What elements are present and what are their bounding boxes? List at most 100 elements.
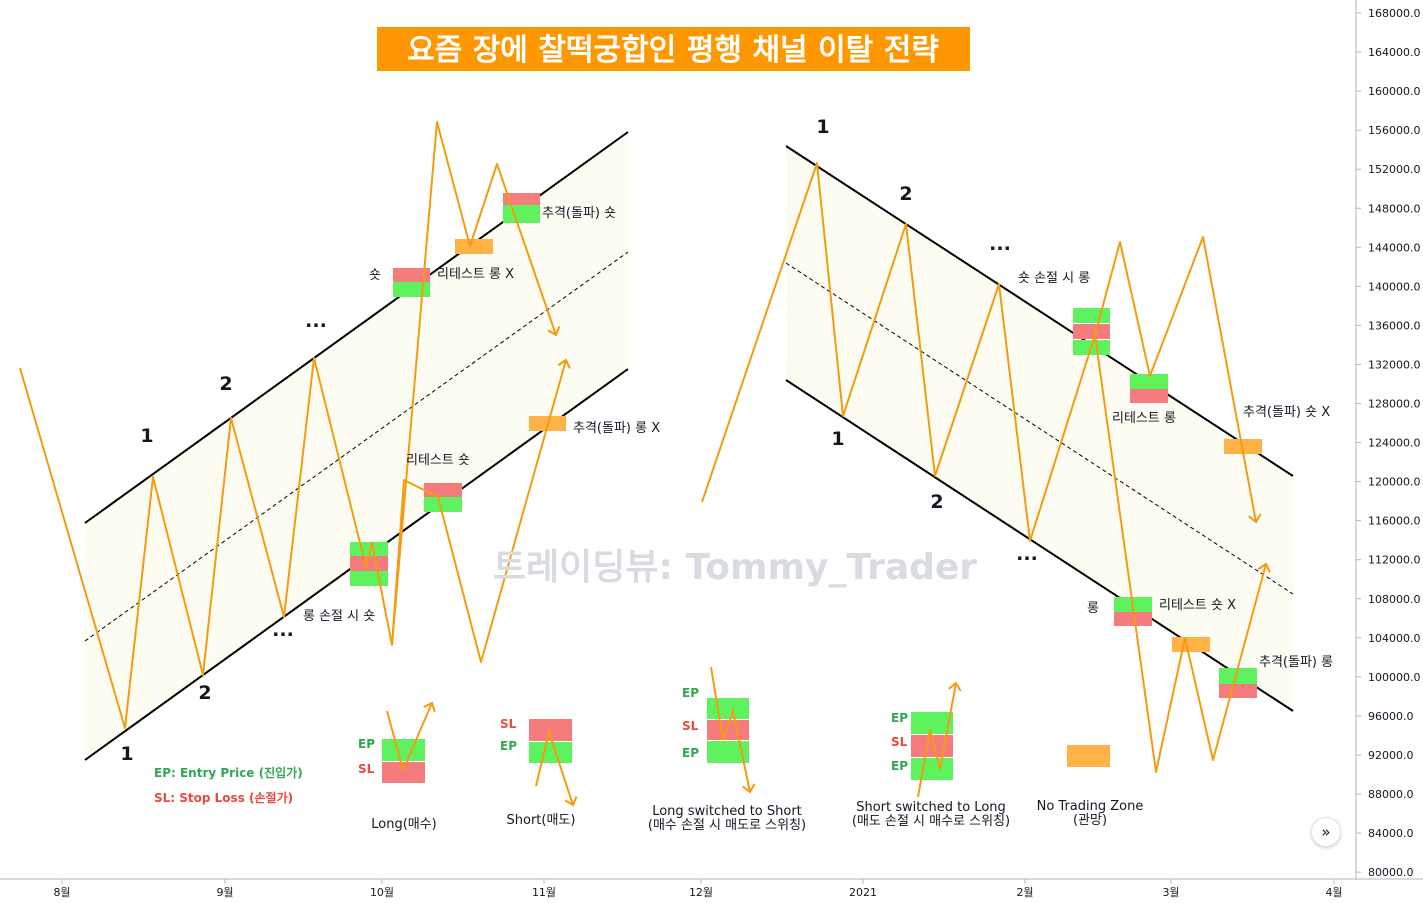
left-lower-touch-1: 1 xyxy=(120,743,133,765)
right-retest-long-box-r xyxy=(1130,389,1168,403)
legend-long-ep-box xyxy=(382,739,425,761)
legend-short-sl-box xyxy=(529,719,572,741)
legend-long-example: EP SL Long(매수) xyxy=(358,701,437,832)
right-lower-touch-2: 2 xyxy=(930,491,943,513)
legend-short-ep: EP xyxy=(500,739,517,753)
legend-stl-arrow xyxy=(917,681,962,798)
time-axis-tick-label: 3월 xyxy=(1162,886,1179,899)
legend-short-arrow xyxy=(535,728,578,807)
right-annot-retest-long: 리테스트 롱 xyxy=(1112,411,1176,426)
price-axis-tick-label: 132000.0 xyxy=(1368,358,1421,371)
left-chase-short-box-red xyxy=(503,193,540,205)
right-boxes xyxy=(1073,308,1262,698)
left-price-path xyxy=(19,121,561,729)
left-annot-short: 숏 xyxy=(369,268,381,283)
right-annot-retest-short-x: 리테스트 숏 X xyxy=(1159,598,1236,613)
price-axis-tick-label: 156000.0 xyxy=(1368,124,1421,137)
legend-long-arrow xyxy=(386,701,436,774)
price-axis-tick-label: 124000.0 xyxy=(1368,437,1421,450)
legend-lts-ep1-box xyxy=(707,698,749,719)
legend-long-to-short-example: EP SL EP Long switched to Short (매수 손절 시… xyxy=(648,666,806,833)
legend-long-sl-box xyxy=(382,762,425,783)
time-axis-tick-label: 9월 xyxy=(216,886,233,899)
price-axis-tick-label: 96000.0 xyxy=(1368,710,1414,723)
time-axis-tick-label: 2021 xyxy=(849,886,877,899)
left-switch-box-r xyxy=(350,556,388,571)
right-lower-channel-line xyxy=(785,379,1294,712)
price-axis-tick-label: 164000.0 xyxy=(1368,46,1421,59)
right-annot-chase-short-x: 추격(돌파) 숏 X xyxy=(1243,405,1330,420)
price-axis-tick-label: 128000.0 xyxy=(1368,398,1421,411)
price-axis-tick-label: 104000.0 xyxy=(1368,632,1421,645)
price-axis-tick-label: 120000.0 xyxy=(1368,476,1421,489)
price-axis-tick-label: 100000.0 xyxy=(1368,671,1421,684)
left-retest-short-box-red xyxy=(424,483,462,497)
page-title: 요즘 장에 찰떡궁합인 평행 채널 이탈 전략 xyxy=(407,33,939,68)
time-axis[interactable]: 8월 9월 10월 11월 12월 2021 2월 3월 4월 xyxy=(53,879,1343,899)
price-axis-tick-label: 168000.0 xyxy=(1368,7,1421,20)
right-annot-short-stop-long: 숏 손절 시 롱 xyxy=(1018,271,1090,286)
left-annot-chase-long-x: 추격(돌파) 롱 X xyxy=(573,421,660,436)
right-upper-touch-1: 1 xyxy=(816,116,829,138)
price-axis-tick-label: 80000.0 xyxy=(1368,866,1414,879)
time-axis-tick-label: 10월 xyxy=(370,886,394,899)
legend-stl-ep2: EP xyxy=(891,759,908,773)
legend-stl-label-1: Short switched to Long xyxy=(856,800,1006,815)
legend-long-label: Long(매수) xyxy=(371,817,437,832)
left-annot-retest-long-x: 리테스트 롱 X xyxy=(437,267,514,282)
price-axis-tick-label: 112000.0 xyxy=(1368,554,1421,567)
price-axis-tick-label: 92000.0 xyxy=(1368,749,1414,762)
left-short-box-red xyxy=(393,268,430,282)
price-axis-tick-label: 84000.0 xyxy=(1368,827,1414,840)
right-lower-dots: ... xyxy=(1016,543,1038,565)
legend-short-ep-box xyxy=(529,742,572,763)
legend-lts-sl: SL xyxy=(682,719,699,733)
legend-long-ep: EP xyxy=(358,737,375,751)
watermark: 트레이딩뷰: Tommy_Trader xyxy=(493,547,977,588)
legend-lts-ep1: EP xyxy=(682,686,699,700)
legend-short-to-long-example: EP SL EP Short switched to Long (매도 손절 시… xyxy=(852,681,1010,829)
legend-stl-ep1-box xyxy=(911,712,953,734)
left-upper-dots: ... xyxy=(305,310,327,332)
left-switch-box-g2 xyxy=(350,571,388,586)
scroll-to-realtime-button[interactable]: » xyxy=(1311,817,1341,847)
legend-no-trade-example: No Trading Zone (관망) xyxy=(1037,745,1144,828)
price-axis-tick-label: 136000.0 xyxy=(1368,319,1421,332)
legend-no-trade-box xyxy=(1067,745,1110,767)
left-boxes xyxy=(350,193,566,586)
double-chevron-right-icon: » xyxy=(1321,823,1331,841)
price-axis-tick-label: 148000.0 xyxy=(1368,202,1421,215)
title-background xyxy=(377,27,970,71)
legend-lts-ep2-box xyxy=(707,741,749,763)
price-axis[interactable]: 168000.0 164000.0 160000.0 156000.0 152000.0… xyxy=(1356,7,1421,879)
price-axis-tick-label: 152000.0 xyxy=(1368,163,1421,176)
legend-long-sl: SL xyxy=(358,762,375,776)
left-channel-fill xyxy=(85,132,628,760)
legend-stl-ep2-box xyxy=(911,758,953,780)
left-annot-retest-short: 리테스트 숏 xyxy=(406,453,470,468)
right-lower-touch-1: 1 xyxy=(831,428,844,450)
legend-sl: SL: Stop Loss (손절가) xyxy=(154,790,293,805)
left-upper-touch-1: 1 xyxy=(140,425,153,447)
legend-stl-label-2: (매도 손절 시 매수로 스위칭) xyxy=(852,814,1010,829)
right-annot-chase-long: 추격(돌파) 롱 xyxy=(1259,655,1333,670)
right-switch-box-g1 xyxy=(1073,308,1110,323)
legend-stl-ep1: EP xyxy=(891,711,908,725)
time-axis-tick-label: 4월 xyxy=(1325,886,1342,899)
legend-ep: EP: Entry Price (진입가) xyxy=(154,765,303,780)
price-axis-tick-label: 108000.0 xyxy=(1368,593,1421,606)
time-axis-tick-label: 11월 xyxy=(532,886,556,899)
left-mid-channel-line xyxy=(84,251,629,642)
left-annot-long-stop-short: 롱 손절 시 숏 xyxy=(303,609,375,624)
time-axis-tick-label: 12월 xyxy=(689,886,713,899)
time-axis-tick-label: 8월 xyxy=(53,886,70,899)
right-chase-long-box-r xyxy=(1219,684,1257,698)
price-axis-tick-label: 88000.0 xyxy=(1368,788,1414,801)
legend-no-trade-label-1: No Trading Zone xyxy=(1037,799,1144,814)
right-chase-long-box-g xyxy=(1219,668,1257,684)
left-lower-touch-2: 2 xyxy=(198,682,211,704)
legend-lts-ep2: EP xyxy=(682,746,699,760)
price-axis-tick-label: 160000.0 xyxy=(1368,85,1421,98)
right-price-path-2 xyxy=(1094,334,1271,773)
